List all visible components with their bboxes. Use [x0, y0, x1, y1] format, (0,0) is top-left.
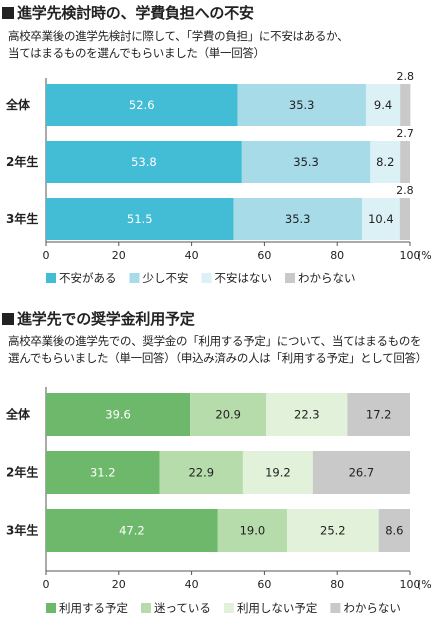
- bar-segment: [347, 393, 410, 436]
- x-tick-label: 80: [330, 249, 344, 262]
- legend-swatch: [46, 603, 56, 613]
- x-tick-label: 100: [400, 578, 421, 591]
- bar-segment: [46, 451, 160, 494]
- data-label: 8.2: [376, 155, 394, 169]
- legend-label: 迷っている: [154, 601, 211, 615]
- data-label: 31.2: [90, 466, 116, 480]
- category-label: 2年生: [6, 154, 38, 169]
- data-label: 52.6: [129, 98, 155, 112]
- x-tick-label: 20: [112, 578, 126, 591]
- legend-label: 不安はない: [215, 271, 273, 285]
- x-tick-label: 60: [257, 249, 271, 262]
- chart-section-scholarship-plan: 進学先での奨学金利用予定 高校卒業後の進学先での、奨学金の「利用する予定」につい…: [0, 306, 432, 627]
- chart-title: 進学先検討時の、学費負担への不安: [2, 2, 254, 23]
- x-tick-label: 100: [400, 249, 421, 262]
- chart-title-text: 進学先での奨学金利用予定: [17, 310, 195, 328]
- data-label: 22.9: [188, 466, 214, 480]
- data-label: 19.0: [240, 524, 266, 538]
- data-label: 19.2: [265, 466, 291, 480]
- data-label: 9.4: [374, 98, 392, 112]
- x-tick-label: 0: [43, 578, 50, 591]
- bar-segment: [46, 509, 218, 552]
- x-tick-label: 20: [112, 249, 126, 262]
- bar-segment: [266, 393, 348, 436]
- bar-segment: [46, 393, 191, 436]
- bar-segment: [241, 141, 371, 183]
- legend-label: 利用する予定: [59, 601, 128, 615]
- legend-swatch: [285, 273, 295, 283]
- category-label: 3年生: [6, 523, 38, 538]
- bar-segment: [46, 84, 238, 126]
- bar-segment: [217, 509, 287, 552]
- chart-section-tuition-anxiety: 進学先検討時の、学費負担への不安 高校卒業後の進学先検討に際して、「学費の負担」…: [0, 0, 432, 300]
- legend-label: 少し不安: [143, 271, 189, 285]
- chart-subtitle-line-1: 高校卒業後の進学先検討に際して、「学費の負担」に不安はあるか、: [8, 29, 349, 43]
- category-label: 2年生: [6, 465, 38, 480]
- legend-swatch: [46, 273, 56, 283]
- data-label: 25.2: [320, 524, 346, 538]
- category-label: 3年生: [6, 211, 38, 226]
- legend-swatch: [141, 603, 151, 613]
- bar-segment: [46, 141, 242, 183]
- data-label: 51.5: [127, 212, 153, 226]
- bar-segment: [286, 509, 379, 552]
- x-tick-label: 40: [185, 249, 199, 262]
- stacked-bar-chart: 全体 39.6 20.9 22.3 17.2 2年生 31.2 22.9 19.2 26.7 3年生…: [5, 387, 432, 615]
- legend-swatch: [223, 603, 234, 613]
- bar-segment: [361, 198, 400, 240]
- data-label: 2.8: [397, 70, 415, 83]
- data-label: 2.7: [396, 127, 414, 140]
- bar-segment: [400, 84, 411, 126]
- legend-label: 利用しない予定: [237, 601, 318, 615]
- x-tick-label: 60: [257, 578, 271, 591]
- chart-title-text: 進学先検討時の、学費負担への不安: [17, 4, 254, 22]
- bar-segment: [312, 451, 410, 494]
- bar-segment: [159, 451, 243, 494]
- legend-label: わからない: [298, 271, 356, 285]
- data-label: 35.3: [285, 212, 311, 226]
- category-label: 全体: [5, 97, 31, 112]
- chart-subtitle-line-1: 高校卒業後の進学先での、奨学金の「利用する予定」について、当てはまるものを: [8, 334, 422, 348]
- legend-swatch: [330, 603, 341, 613]
- category-label: 全体: [5, 407, 31, 422]
- bar-segment: [400, 141, 410, 183]
- data-label: 10.4: [368, 212, 394, 226]
- data-label: 39.6: [105, 408, 131, 422]
- data-label: 17.2: [366, 408, 392, 422]
- bar-segment: [399, 198, 410, 240]
- legend-swatch: [129, 273, 140, 283]
- data-label: 20.9: [215, 408, 241, 422]
- title-square-icon: [2, 313, 14, 325]
- data-label: 2.8: [396, 184, 414, 197]
- bar-segment: [370, 141, 401, 183]
- x-tick-label: 40: [185, 578, 199, 591]
- title-square-icon: [2, 7, 14, 19]
- bar-segment: [378, 509, 410, 552]
- data-label: 53.8: [131, 155, 157, 169]
- data-label: 8.6: [385, 524, 403, 538]
- legend-swatch: [201, 273, 212, 283]
- bar-segment: [242, 451, 313, 494]
- x-unit-label: (%): [417, 578, 432, 591]
- x-tick-label: 80: [330, 578, 344, 591]
- data-label: 35.3: [289, 98, 315, 112]
- bar-segment: [190, 393, 267, 436]
- x-tick-label: 0: [43, 249, 50, 262]
- bar-segment: [365, 84, 401, 126]
- bar-segment: [46, 198, 234, 240]
- x-unit-label: (%): [417, 249, 432, 262]
- chart-subtitle-line-2: 選んでもらいました（単一回答）（申込み済みの人は「利用する予定」として回答）: [8, 351, 427, 365]
- stacked-bar-chart: 全体 52.6 35.3 9.4 2.8 2年生 53.8 35.3 8.2 2.7 3年生 51.5…: [5, 70, 432, 285]
- bar-segment: [237, 84, 366, 126]
- data-label: 26.7: [349, 466, 375, 480]
- data-label: 22.3: [294, 408, 320, 422]
- legend-label: 不安がある: [59, 271, 117, 285]
- legend-label: わからない: [343, 601, 401, 615]
- data-label: 35.3: [293, 155, 319, 169]
- chart-subtitle-line-2: 当てはまるものを選んでもらいました（単一回答）: [8, 46, 265, 60]
- bar-segment: [233, 198, 362, 240]
- data-label: 47.2: [119, 524, 145, 538]
- chart-title: 進学先での奨学金利用予定: [2, 308, 195, 329]
